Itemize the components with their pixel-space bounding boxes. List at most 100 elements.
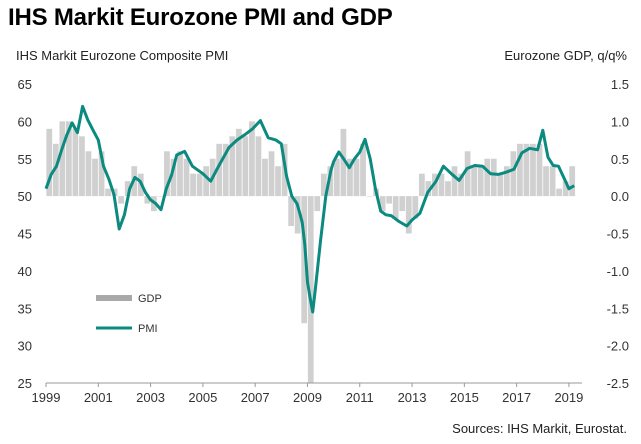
gdp-bar xyxy=(164,151,170,197)
gdp-bar xyxy=(458,173,464,197)
legend-pmi-label: PMI xyxy=(138,323,158,335)
gdp-bar xyxy=(105,188,111,197)
gdp-bar xyxy=(497,173,504,197)
gdp-bar xyxy=(72,128,79,197)
gdp-bar xyxy=(249,121,255,197)
right-tick-label: 1.0 xyxy=(611,114,629,129)
x-tick-label: 2001 xyxy=(84,390,113,405)
gdp-bar xyxy=(320,173,327,197)
right-tick-label: 0.5 xyxy=(611,152,629,167)
right-tick-label: -2.0 xyxy=(607,339,629,354)
gdp-bar xyxy=(438,173,445,197)
left-tick-label: 30 xyxy=(18,339,32,354)
gdp-bar xyxy=(399,196,406,212)
gdp-bar xyxy=(425,181,432,197)
gdp-bar xyxy=(484,158,491,197)
gdp-bar xyxy=(549,166,556,197)
gdp-bar xyxy=(530,143,536,197)
gdp-bar xyxy=(118,196,125,204)
gdp-bar xyxy=(327,166,334,197)
left-tick-label: 25 xyxy=(18,376,32,391)
gdp-bar xyxy=(98,151,105,197)
legend-gdp-swatch xyxy=(96,295,132,301)
left-tick-label: 35 xyxy=(18,301,32,316)
gdp-bar xyxy=(183,158,190,197)
gdp-bar xyxy=(203,166,210,197)
gdp-bar xyxy=(222,143,229,197)
x-tick-label: 2015 xyxy=(450,390,479,405)
gdp-bar xyxy=(196,173,203,197)
tick-labels: 65 60 55 50 45 40 35 30 25 1.5 1.0 0.5 0.0 -0.5 -1.0 -1… xyxy=(18,77,629,405)
right-tick-label: -1.0 xyxy=(607,264,629,279)
gdp-bar xyxy=(79,136,85,197)
gdp-bar xyxy=(386,196,393,204)
axes xyxy=(45,382,582,387)
gdp-bar xyxy=(46,128,53,197)
x-tick-label: 2009 xyxy=(293,390,322,405)
x-tick-label: 2013 xyxy=(398,390,427,405)
pmi-line xyxy=(44,104,575,314)
gdp-bar xyxy=(242,136,249,197)
x-tick-label: 2011 xyxy=(346,390,374,405)
gdp-bar xyxy=(124,181,131,197)
legend: GDP PMI xyxy=(96,293,162,335)
gdp-bar xyxy=(347,158,353,197)
left-tick-label: 55 xyxy=(18,152,32,167)
gdp-bar xyxy=(301,196,308,324)
gdp-bar xyxy=(543,166,549,197)
gdp-bar xyxy=(490,158,497,197)
gdp-bar xyxy=(59,121,66,197)
gdp-bar xyxy=(66,121,72,197)
gdp-bar xyxy=(340,128,347,197)
source-note: Sources: IHS Markit, Eurostat. xyxy=(452,421,627,436)
gdp-bar xyxy=(451,166,458,197)
gdp-bar xyxy=(477,166,484,197)
gdp-bar xyxy=(157,196,164,197)
gdp-bar xyxy=(412,196,419,219)
x-tick-label: 2019 xyxy=(554,390,583,405)
gdp-bar xyxy=(445,181,451,197)
gdp-bar xyxy=(190,173,196,197)
right-tick-label: -1.5 xyxy=(607,301,629,316)
right-axis-label: Eurozone GDP, q/q% xyxy=(504,48,627,63)
left-tick-label: 60 xyxy=(18,114,32,129)
left-tick-label: 40 xyxy=(18,264,32,279)
gdp-bar xyxy=(307,196,314,384)
gdp-bar xyxy=(464,151,471,197)
legend-gdp-label: GDP xyxy=(138,293,162,305)
gdp-bar xyxy=(275,166,281,197)
x-tick-label: 2017 xyxy=(502,390,531,405)
left-tick-label: 45 xyxy=(18,227,32,242)
gdp-bar xyxy=(294,196,301,234)
gdp-bar xyxy=(262,158,268,197)
gdp-bar xyxy=(405,196,412,234)
gdp-bar xyxy=(170,158,177,197)
gdp-bar xyxy=(334,158,340,197)
gdp-bar xyxy=(517,143,523,197)
gdp-bar xyxy=(229,136,236,197)
x-tick-label: 1999 xyxy=(32,390,61,405)
gdp-bar xyxy=(392,196,399,219)
gdp-bars xyxy=(46,121,576,384)
gdp-bar xyxy=(92,158,98,197)
gdp-bar xyxy=(85,151,92,197)
x-tick-label: 2007 xyxy=(241,390,270,405)
gdp-bar xyxy=(569,166,576,197)
gdp-bar xyxy=(360,143,366,197)
gdp-bar xyxy=(268,151,275,197)
gdp-bar xyxy=(379,196,386,212)
right-tick-label: -0.5 xyxy=(607,227,629,242)
gdp-bar xyxy=(255,136,262,197)
right-tick-label: 0.0 xyxy=(611,189,629,204)
gdp-bar xyxy=(503,166,510,197)
gdp-bar xyxy=(556,188,562,197)
chart-title: IHS Markit Eurozone PMI and GDP xyxy=(8,4,393,31)
x-tick-label: 2003 xyxy=(136,390,165,405)
gdp-bar xyxy=(177,151,183,197)
gdp-bar xyxy=(288,196,294,227)
gdp-bar xyxy=(418,173,425,197)
right-tick-label: 1.5 xyxy=(611,77,629,92)
gdp-bar xyxy=(471,166,478,197)
x-tick-label: 2005 xyxy=(188,390,217,405)
